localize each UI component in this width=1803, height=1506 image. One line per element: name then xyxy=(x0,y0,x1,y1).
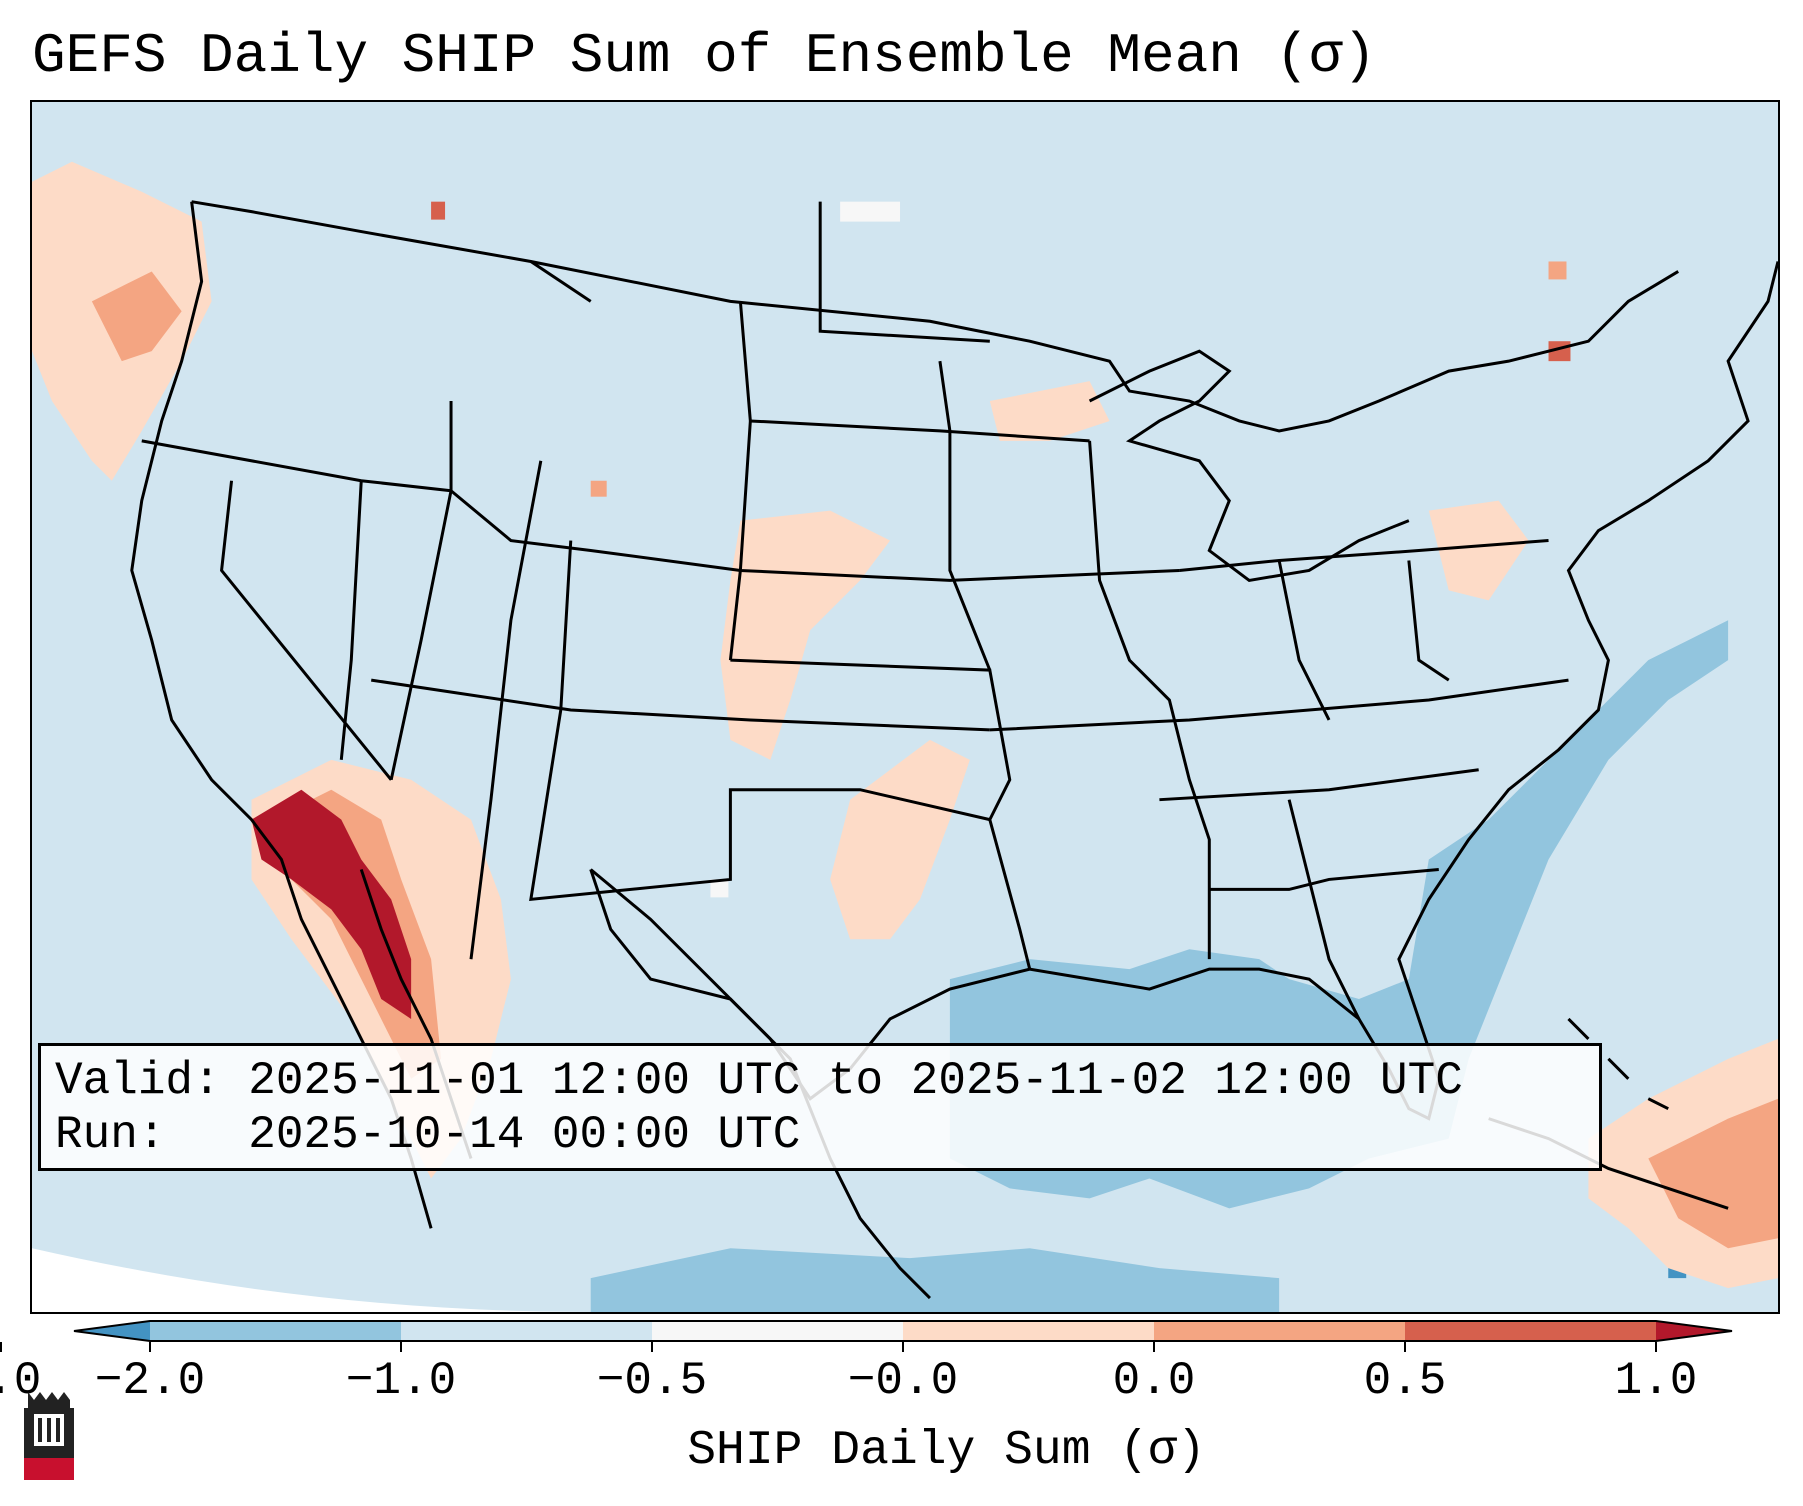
state-boundary xyxy=(529,540,991,902)
colorbar-tick-mark xyxy=(1404,1342,1406,1352)
colorbar-tick-mark xyxy=(1655,1342,1657,1352)
colorbar-tick-mark xyxy=(1153,1342,1155,1352)
colorbar-tick-label: −0.5 xyxy=(596,1355,708,1407)
positive-anomaly-texas xyxy=(830,739,970,940)
colorbar-segment xyxy=(652,1321,904,1341)
state-boundary xyxy=(1159,768,1479,802)
state-boundary xyxy=(1277,560,1331,721)
colorbar-label: SHIP Daily Sum (σ) xyxy=(687,1424,1206,1478)
colorbar xyxy=(73,1320,1733,1342)
state-boundary xyxy=(750,419,1090,443)
colorbar-tick-mark xyxy=(0,1342,2,1352)
us-canada-border xyxy=(191,200,1679,433)
positive-anomaly-pacific-nw-core xyxy=(91,271,182,362)
state-boundary xyxy=(450,489,1180,582)
state-boundary xyxy=(818,201,990,343)
neutral-cell xyxy=(710,879,729,898)
colorbar-tick-label: −0.0 xyxy=(847,1355,959,1407)
state-boundary xyxy=(1407,560,1450,682)
colorbar-segment xyxy=(1405,1321,1657,1341)
colorbar-tick-label: −1.0 xyxy=(345,1355,457,1407)
colorbar-tick-mark xyxy=(902,1342,904,1352)
colorbar-extend-max xyxy=(1656,1321,1732,1341)
colorbar-segment xyxy=(903,1321,1155,1341)
positive-anomaly-southwest-core xyxy=(251,789,412,1019)
positive-anomaly-northeast xyxy=(1428,500,1529,601)
state-boundary xyxy=(1209,867,1439,891)
state-boundary xyxy=(141,439,452,493)
colorbar-segment xyxy=(401,1321,653,1341)
colorbar-segments xyxy=(74,1321,1732,1341)
valid-label: Valid: xyxy=(55,1055,221,1107)
state-boundary xyxy=(1088,440,1211,960)
positive-anomaly-cell xyxy=(431,201,446,220)
state-boundary xyxy=(389,401,453,781)
colorbar-tick-label: −2.0 xyxy=(94,1355,206,1407)
colorbar-outline xyxy=(73,1320,1733,1342)
state-boundary xyxy=(1287,799,1361,1020)
run-label: Run: xyxy=(55,1109,166,1161)
state-boundary xyxy=(371,678,990,732)
positive-anomaly-cell xyxy=(590,480,607,497)
state-boundary xyxy=(738,301,752,422)
state-boundary xyxy=(989,678,1569,732)
niu-logo xyxy=(24,1392,74,1480)
state-boundary xyxy=(220,480,393,781)
state-boundary xyxy=(728,420,752,661)
colorbar-tick-label: 0.5 xyxy=(1363,1355,1447,1407)
colorbar-tick-label: 1.0 xyxy=(1614,1355,1698,1407)
positive-anomaly-great-lakes xyxy=(989,381,1110,441)
negative-anomaly-south xyxy=(590,1248,1280,1312)
state-boundary xyxy=(730,658,1032,970)
domain-edge xyxy=(32,1248,591,1312)
positive-anomaly-caribbean-core xyxy=(1648,1098,1778,1249)
great-lakes xyxy=(1088,349,1410,582)
bahamas-outline xyxy=(1567,1017,1669,1111)
map-title: GEFS Daily SHIP Sum of Ensemble Mean (σ) xyxy=(32,24,1377,88)
neutral-cell xyxy=(840,201,901,222)
positive-anomaly-cell xyxy=(1548,261,1567,280)
state-boundary xyxy=(938,360,992,671)
colorbar-tick-label: 2.0 xyxy=(0,1355,42,1407)
colorbar-tick-mark xyxy=(400,1342,402,1352)
colorbar-tick-mark xyxy=(651,1342,653,1352)
run-value: 2025-10-14 00:00 UTC xyxy=(248,1109,801,1161)
colorbar-tick-label: 0.0 xyxy=(1112,1355,1196,1407)
state-boundary xyxy=(469,460,543,960)
state-boundary xyxy=(339,480,363,760)
colorbar-extend-min xyxy=(74,1321,150,1341)
colorbar-tick-mark xyxy=(149,1342,151,1352)
colorbar-segment xyxy=(1154,1321,1406,1341)
valid-run-info-box: Valid: 2025-11-01 12:00 UTC to 2025-11-0… xyxy=(38,1043,1602,1171)
state-boundary xyxy=(530,260,592,303)
valid-value: 2025-11-01 12:00 UTC to 2025-11-02 12:00… xyxy=(248,1055,1463,1107)
colorbar-segment xyxy=(150,1321,402,1341)
